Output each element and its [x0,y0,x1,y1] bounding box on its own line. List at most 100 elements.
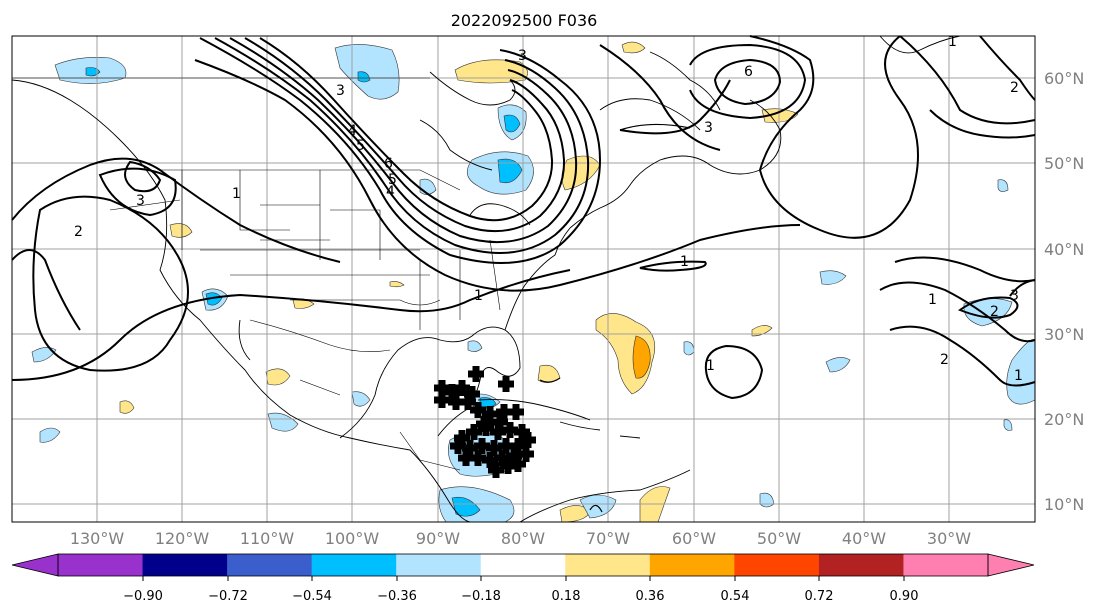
plus-marker-cluster [434,366,536,478]
plus-marker [502,422,518,438]
negative-anomaly-fill [1003,419,1013,431]
contour-label: 1 [680,254,689,270]
colorbar-segment [227,554,313,576]
lon-label: 90°W [416,529,460,548]
plus-marker [462,440,478,456]
negative-anomaly-fill [467,340,483,352]
contour-labels: 3 4 5 6 6 5 4 3 3 2 2 1 1 1 1 1 2 3 2 3 … [74,34,1023,384]
colorbar-segment [649,554,735,576]
contour-label: 6 [744,64,753,80]
colorbar-segment [565,554,651,576]
plus-marker [434,380,450,396]
negative-anomaly-fill [825,357,851,373]
lat-label: 50°N [1044,154,1084,173]
negative-anomaly-fill-strong [497,158,523,184]
plus-marker [458,450,474,466]
plus-marker [470,402,486,418]
colorbar-extend-max [987,553,1035,577]
colorbar-tick-label: 0.18 [552,589,581,604]
contour-label: 3 [136,193,145,209]
plus-marker [454,380,470,396]
lon-label: 40°W [842,529,886,548]
plus-marker [496,404,512,420]
positive-anomaly-fill [751,325,773,337]
plus-marker [476,416,492,432]
colorbar-tick-labels: −0.90 −0.72 −0.54 −0.36 −0.18 0.18 0.36 … [123,589,918,604]
longitude-labels: 130°W 120°W 110°W 100°W 90°W 80°W 70°W 6… [70,529,971,548]
plus-marker [468,366,484,382]
lon-label: 70°W [586,529,630,548]
lon-label: 120°W [155,529,210,548]
colorbar-segment [396,554,482,576]
negative-anomaly-fill [334,44,400,100]
plus-marker [506,448,522,464]
plus-marker [520,432,536,448]
plus-marker [498,376,514,392]
plus-marker [514,424,530,440]
colorbar-ticks [142,576,905,581]
contour-label: 2 [74,224,83,240]
colorbar: −0.90 −0.72 −0.54 −0.36 −0.18 0.18 0.36 … [11,553,1035,604]
colorbar-tick-label: −0.90 [123,589,163,604]
contour-label: 1 [928,292,937,308]
negative-anomaly-fill [351,391,371,407]
negative-anomaly-fill [267,412,299,432]
plus-marker [498,438,514,454]
plus-marker [510,438,526,454]
contour-label: 1 [1014,368,1023,384]
contour-label: 2 [1010,80,1019,96]
colorbar-segment [480,554,566,576]
positive-anomaly-fill [119,400,135,414]
lon-label: 30°W [927,529,971,548]
negative-anomaly-fill-strong [357,71,371,83]
positive-anomaly-fill [621,41,646,54]
plus-marker [434,392,450,408]
colorbar-tick-label: 0.36 [636,589,665,604]
negative-anomaly-fill-strong [205,292,223,306]
negative-anomaly-fill-strong [503,114,521,133]
contour-label: 1 [232,186,241,202]
plus-marker [488,462,504,478]
colorbar-extend-min [11,553,59,577]
plus-marker [482,452,498,468]
map-panel: 3 4 5 6 6 5 4 3 3 2 2 1 1 1 1 1 2 3 2 3 … [11,34,1036,523]
contour-label: 3 [704,120,713,136]
thin-contours [539,123,691,513]
colorbar-outline [57,553,989,577]
negative-anomaly-fill [31,347,57,363]
contour-label: 3 [1010,288,1019,304]
lat-label: 40°N [1044,240,1084,259]
negative-anomaly-fill [1006,339,1036,405]
plus-marker [444,384,460,400]
plus-marker [454,430,470,446]
colorbar-tick-label: 0.54 [721,589,750,604]
contour-label: 2 [940,352,949,368]
plus-marker [500,458,516,474]
contour-label: 3 [518,48,527,64]
plus-marker [492,414,508,430]
contour-label: 1 [474,288,483,304]
plus-marker [510,456,526,472]
negative-anomaly-fill-strong [451,496,481,517]
contour-label: 1 [948,34,957,50]
plus-marker [460,394,476,410]
positive-anomaly-fill [265,368,291,386]
contour-label: 3 [336,83,345,99]
colorbar-tick-label: −0.18 [461,589,501,604]
lon-label: 60°W [672,529,716,548]
negative-anomaly-fill [997,179,1009,192]
plus-marker [494,450,510,466]
colorbar-segment [734,554,820,576]
lon-label: 50°W [757,529,801,548]
plus-marker [518,446,534,462]
contour-label: 2 [990,304,999,320]
contour-label: 4 [348,123,357,139]
contours [11,35,1036,400]
contour-label: 5 [388,172,397,188]
lon-label: 130°W [70,529,125,548]
lon-label: 80°W [501,529,545,548]
contour-label: 1 [706,358,715,374]
plus-marker [450,438,466,454]
plus-marker [490,424,506,440]
